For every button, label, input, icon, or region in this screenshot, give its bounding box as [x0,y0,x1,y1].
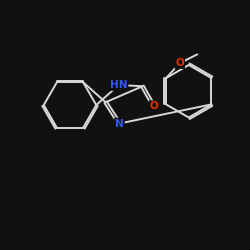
Text: N: N [115,118,124,128]
Text: O: O [176,58,184,68]
Text: O: O [150,101,158,111]
Text: HN: HN [110,80,128,90]
